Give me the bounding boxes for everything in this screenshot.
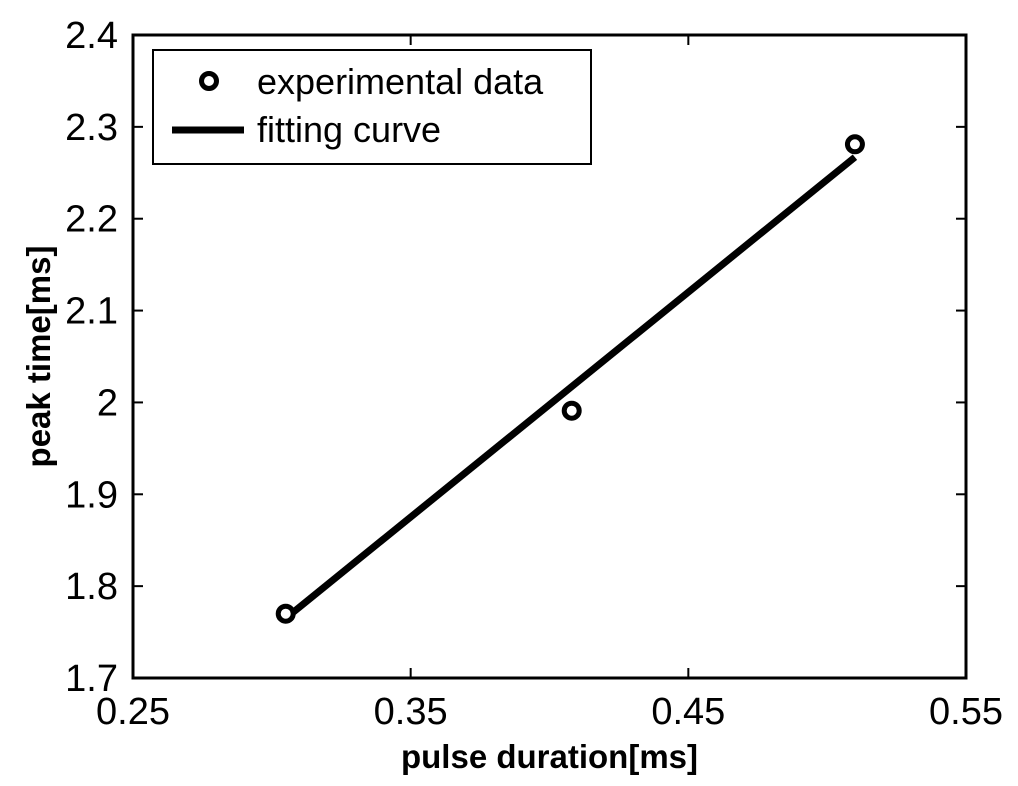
x-tick-label: 0.55 (929, 691, 1003, 733)
legend-label-experimental-data: experimental data (257, 61, 544, 102)
legend-label-fitting-curve: fitting curve (257, 109, 441, 150)
y-tick-label: 1.7 (65, 658, 118, 700)
y-tick-label: 1.9 (65, 474, 118, 516)
experimental-data-point (275, 603, 296, 624)
tick-labels: 0.25 0.35 0.45 0.55 1.7 1.8 1.9 2 2.1 2.2 2.3 2.4 (65, 15, 1003, 733)
y-tick-label: 2.4 (65, 15, 118, 57)
y-axis-title: peak time[ms] (20, 246, 57, 468)
legend-marker-experimental-data (199, 71, 219, 91)
experimental-data-point (844, 134, 865, 155)
fitting-curve-line (283, 154, 858, 622)
legend-box (152, 49, 592, 165)
experimental-data-point (561, 400, 582, 421)
y-tick-label: 2.2 (65, 199, 118, 241)
y-tick-label: 1.8 (65, 566, 118, 608)
y-tick-label: 2.1 (65, 291, 118, 333)
plot-area-frame (131, 33, 968, 680)
y-tick-label: 2.3 (65, 107, 118, 149)
legend: experimental data fitting curve (152, 49, 592, 165)
x-tick-label: 0.25 (96, 691, 170, 733)
plot-series (275, 134, 865, 624)
x-tick-label: 0.35 (374, 691, 448, 733)
x-axis-title: pulse duration[ms] (401, 738, 698, 775)
x-tick-label: 0.45 (651, 691, 725, 733)
y-tick-label: 2 (97, 382, 118, 424)
